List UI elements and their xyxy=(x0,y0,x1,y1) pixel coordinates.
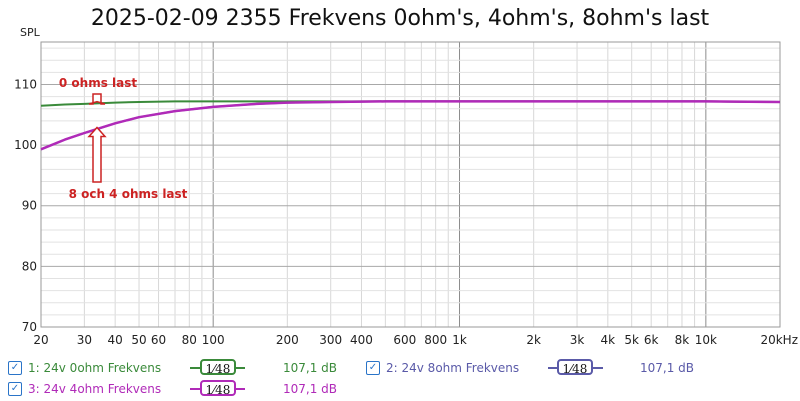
legend-checkbox-3[interactable]: ✓ xyxy=(8,382,22,396)
legend-item-2[interactable]: ✓ 2: 24v 8ohm Frekvens xyxy=(366,358,519,378)
x-tick-label-10: 600 xyxy=(393,333,416,345)
legend-item-1[interactable]: ✓ 1: 24v 0ohm Frekvens xyxy=(8,358,161,378)
x-tick-label-7: 200 xyxy=(276,333,299,345)
x-tick-label-18: 8k xyxy=(675,333,690,345)
y-tick-label-4: 110 xyxy=(14,77,37,91)
x-tick-label-14: 3k xyxy=(570,333,585,345)
smoothing-badge-3[interactable]: 1⁄48 xyxy=(200,380,236,397)
x-tick-label-13: 2k xyxy=(526,333,541,345)
y-tick-label-3: 100 xyxy=(14,138,37,152)
y-tick-label-2: 90 xyxy=(22,199,37,213)
legend-checkbox-2[interactable]: ✓ xyxy=(366,361,380,375)
legend-value-1: 107,1 dB xyxy=(283,361,338,375)
x-tick-label-5: 80 xyxy=(182,333,197,345)
x-tick-label-1: 30 xyxy=(77,333,92,345)
x-tick-label-16: 5k xyxy=(624,333,639,345)
legend-value-2: 107,1 dB xyxy=(640,361,695,375)
legend-value-3: 107,1 dB xyxy=(283,382,338,396)
x-tick-label-0: 20 xyxy=(33,333,48,345)
series-line-3 xyxy=(40,100,781,151)
smoothing-badge-1[interactable]: 1⁄48 xyxy=(200,359,236,376)
x-tick-label-6: 100 xyxy=(202,333,225,345)
x-tick-label-2: 40 xyxy=(108,333,123,345)
legend-item-3[interactable]: ✓ 3: 24v 4ohm Frekvens xyxy=(8,379,161,399)
x-tick-label-3: 50 xyxy=(131,333,146,345)
legend-name-1: 1: 24v 0ohm Frekvens xyxy=(28,361,162,375)
legend-name-2: 2: 24v 8ohm Frekvens xyxy=(386,361,520,375)
annotation-arrow-up xyxy=(87,126,107,183)
y-axis-label: SPL xyxy=(20,26,41,39)
annotation-8-4-ohm: 8 och 4 ohms last xyxy=(69,187,188,201)
plot-frame xyxy=(40,41,781,328)
x-tick-label-12: 1k xyxy=(452,333,467,345)
x-tick-label-17: 6k xyxy=(644,333,659,345)
annotation-0-ohm: 0 ohms last xyxy=(59,76,137,90)
annotation-arrow-down xyxy=(88,93,106,105)
x-tick-label-8: 300 xyxy=(319,333,342,345)
plot-area[interactable]: 20 30 40 50 60 80 100 200 300 400 600 800 1k 2k 3k 4k 5k… xyxy=(0,0,800,345)
y-tick-label-1: 80 xyxy=(22,259,37,273)
y-tick-label-0: 70 xyxy=(22,320,37,334)
x-tick-label-15: 4k xyxy=(601,333,616,345)
smoothing-badge-2[interactable]: 1⁄48 xyxy=(557,359,593,376)
x-tick-label-19: 10k xyxy=(695,333,717,345)
x-tick-label-11: 800 xyxy=(424,333,447,345)
legend-checkbox-1[interactable]: ✓ xyxy=(8,361,22,375)
x-tick-label-9: 400 xyxy=(350,333,373,345)
x-tick-label-20: 20kHz xyxy=(760,333,798,345)
chart-title: 2025-02-09 2355 Frekvens 0ohm's, 4ohm's,… xyxy=(90,6,710,31)
legend-name-3: 3: 24v 4ohm Frekvens xyxy=(28,382,162,396)
x-tick-label-4: 60 xyxy=(151,333,166,345)
